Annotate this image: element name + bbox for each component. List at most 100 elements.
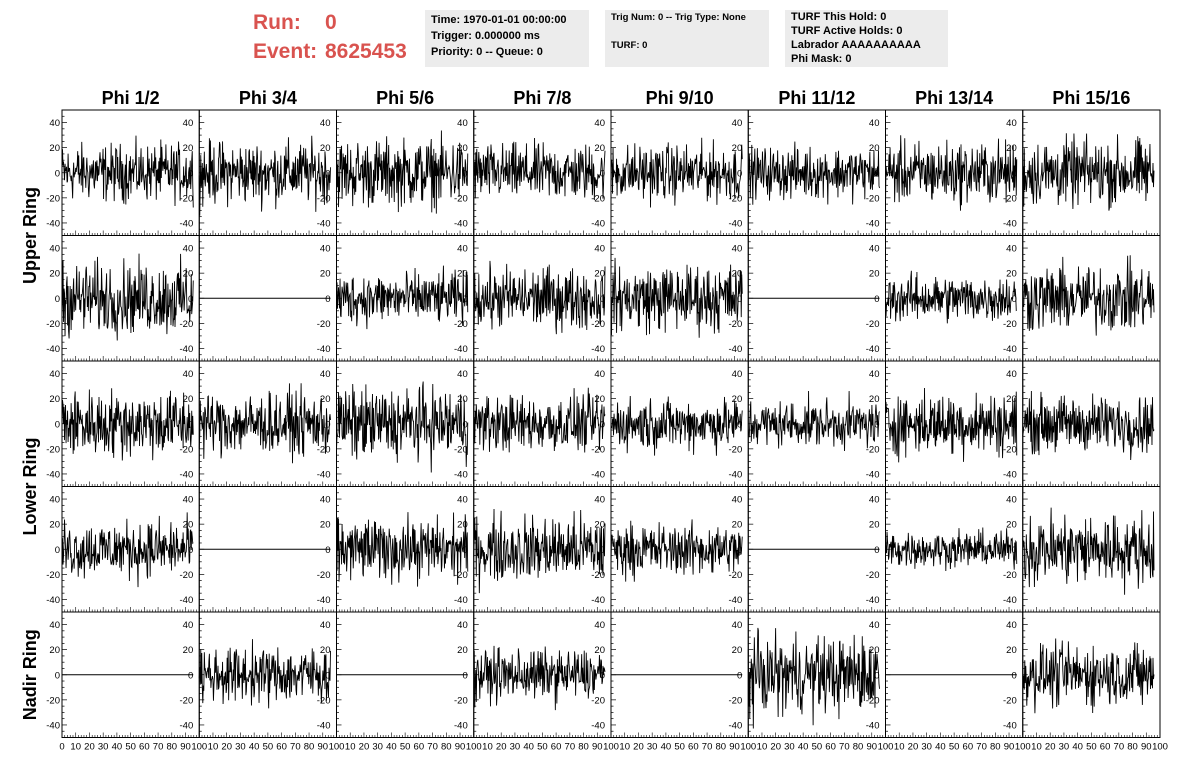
y-tick-label: 40 bbox=[594, 495, 605, 506]
x-tick-label: 10 bbox=[70, 742, 81, 753]
x-tick-label: 20 bbox=[633, 742, 644, 753]
y-tick-label: 0 bbox=[325, 419, 330, 430]
y-tick-label: 0 bbox=[55, 294, 60, 305]
y-tick-label: 40 bbox=[869, 369, 880, 380]
y-tick-label: 0 bbox=[600, 168, 605, 179]
y-tick-label: 40 bbox=[183, 620, 194, 631]
y-tick-label: 40 bbox=[594, 244, 605, 255]
y-tick-label: -20 bbox=[454, 319, 468, 330]
y-tick-label: 0 bbox=[874, 545, 879, 556]
y-tick-label: -20 bbox=[180, 570, 194, 581]
y-tick-label: 40 bbox=[49, 495, 60, 506]
x-tick-label: 70 bbox=[565, 742, 576, 753]
y-tick-label: -20 bbox=[1003, 319, 1017, 330]
x-tick-label: 10 bbox=[894, 742, 905, 753]
y-tick-label: -20 bbox=[317, 695, 331, 706]
waveform-trace bbox=[1022, 638, 1155, 714]
y-tick-label: 40 bbox=[732, 495, 743, 506]
y-tick-label: 20 bbox=[869, 143, 880, 154]
y-tick-label: 0 bbox=[325, 670, 330, 681]
y-tick-label: -40 bbox=[729, 344, 743, 355]
x-tick-label: 60 bbox=[963, 742, 974, 753]
row-group-title: Lower Ring bbox=[20, 438, 40, 536]
x-tick-label: 50 bbox=[400, 742, 411, 753]
y-tick-label: 40 bbox=[732, 244, 743, 255]
y-tick-label: 20 bbox=[320, 143, 331, 154]
x-tick-label: 100 bbox=[191, 742, 207, 753]
y-tick-label: 20 bbox=[49, 143, 60, 154]
x-tick-label: 30 bbox=[647, 742, 658, 753]
y-tick-label: 0 bbox=[55, 168, 60, 179]
y-tick-label: -20 bbox=[317, 444, 331, 455]
y-tick-label: -40 bbox=[454, 595, 468, 606]
y-tick-label: -40 bbox=[591, 344, 605, 355]
waveform-trace bbox=[473, 509, 606, 594]
x-tick-label: 30 bbox=[1059, 742, 1070, 753]
waveform-trace bbox=[747, 627, 880, 729]
x-tick-label: 70 bbox=[702, 742, 713, 753]
y-tick-label: 40 bbox=[457, 369, 468, 380]
y-tick-label: 20 bbox=[869, 520, 880, 531]
trig-num-text: Trig Num: 0 -- Trig Type: None bbox=[611, 12, 746, 23]
y-tick-label: 40 bbox=[869, 244, 880, 255]
x-tick-label: 90 bbox=[317, 742, 328, 753]
x-tick-label: 90 bbox=[1141, 742, 1152, 753]
y-tick-label: 20 bbox=[49, 520, 60, 531]
y-tick-label: 0 bbox=[462, 545, 467, 556]
y-tick-label: 0 bbox=[188, 670, 193, 681]
y-tick-label: 20 bbox=[869, 645, 880, 656]
column-title: Phi 3/4 bbox=[239, 88, 297, 108]
y-tick-label: -40 bbox=[729, 720, 743, 731]
y-tick-label: 0 bbox=[1011, 670, 1016, 681]
y-tick-label: -40 bbox=[866, 218, 880, 229]
y-tick-label: 40 bbox=[49, 244, 60, 255]
y-tick-label: -20 bbox=[454, 444, 468, 455]
y-tick-label: -20 bbox=[317, 570, 331, 581]
y-tick-label: -20 bbox=[729, 319, 743, 330]
waveform-trace bbox=[198, 383, 331, 464]
y-tick-label: -40 bbox=[729, 218, 743, 229]
x-tick-label: 70 bbox=[1114, 742, 1125, 753]
y-tick-label: 0 bbox=[188, 294, 193, 305]
y-tick-label: -20 bbox=[591, 570, 605, 581]
x-tick-label: 40 bbox=[386, 742, 397, 753]
y-tick-label: 40 bbox=[732, 620, 743, 631]
y-tick-label: 20 bbox=[457, 269, 468, 280]
x-tick-label: 60 bbox=[276, 742, 287, 753]
waveform-trace bbox=[61, 253, 194, 341]
y-tick-label: -40 bbox=[180, 344, 194, 355]
waveform-trace bbox=[336, 130, 469, 214]
y-tick-label: 40 bbox=[594, 620, 605, 631]
y-tick-label: 0 bbox=[737, 294, 742, 305]
run-event-header: Run: 0 Event: 8625453 bbox=[253, 8, 407, 66]
y-tick-label: 40 bbox=[732, 118, 743, 129]
x-tick-label: 40 bbox=[523, 742, 534, 753]
x-tick-label: 60 bbox=[825, 742, 836, 753]
x-tick-label: 60 bbox=[414, 742, 425, 753]
y-tick-label: 40 bbox=[594, 118, 605, 129]
y-tick-label: 0 bbox=[55, 419, 60, 430]
y-tick-label: 0 bbox=[874, 168, 879, 179]
y-tick-label: -20 bbox=[729, 570, 743, 581]
y-tick-label: 0 bbox=[737, 670, 742, 681]
x-tick-label: 80 bbox=[853, 742, 864, 753]
x-tick-label: 100 bbox=[878, 742, 894, 753]
x-tick-label: 10 bbox=[345, 742, 356, 753]
y-tick-label: 40 bbox=[594, 369, 605, 380]
y-tick-label: 40 bbox=[320, 620, 331, 631]
y-tick-label: 20 bbox=[732, 520, 743, 531]
y-tick-label: -20 bbox=[591, 444, 605, 455]
y-tick-label: 40 bbox=[1006, 244, 1017, 255]
waveform-trace bbox=[336, 381, 469, 473]
y-tick-label: -40 bbox=[866, 469, 880, 480]
y-tick-label: 0 bbox=[188, 168, 193, 179]
y-tick-label: 40 bbox=[320, 244, 331, 255]
y-tick-label: -20 bbox=[729, 193, 743, 204]
waveform-trace bbox=[1022, 133, 1155, 211]
waveform-trace bbox=[61, 135, 194, 208]
x-tick-label: 80 bbox=[578, 742, 589, 753]
y-tick-label: 0 bbox=[600, 294, 605, 305]
x-tick-label: 40 bbox=[661, 742, 672, 753]
trigger-info-box: Trig Num: 0 -- Trig Type: None TURF: 0 bbox=[605, 10, 769, 67]
column-title: Phi 5/6 bbox=[376, 88, 434, 108]
